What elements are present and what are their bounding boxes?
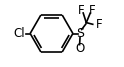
Text: Cl: Cl bbox=[14, 27, 25, 40]
Text: F: F bbox=[96, 18, 102, 31]
Text: F: F bbox=[88, 4, 95, 17]
Text: F: F bbox=[78, 4, 85, 17]
Text: S: S bbox=[76, 27, 84, 40]
Text: O: O bbox=[75, 42, 84, 55]
